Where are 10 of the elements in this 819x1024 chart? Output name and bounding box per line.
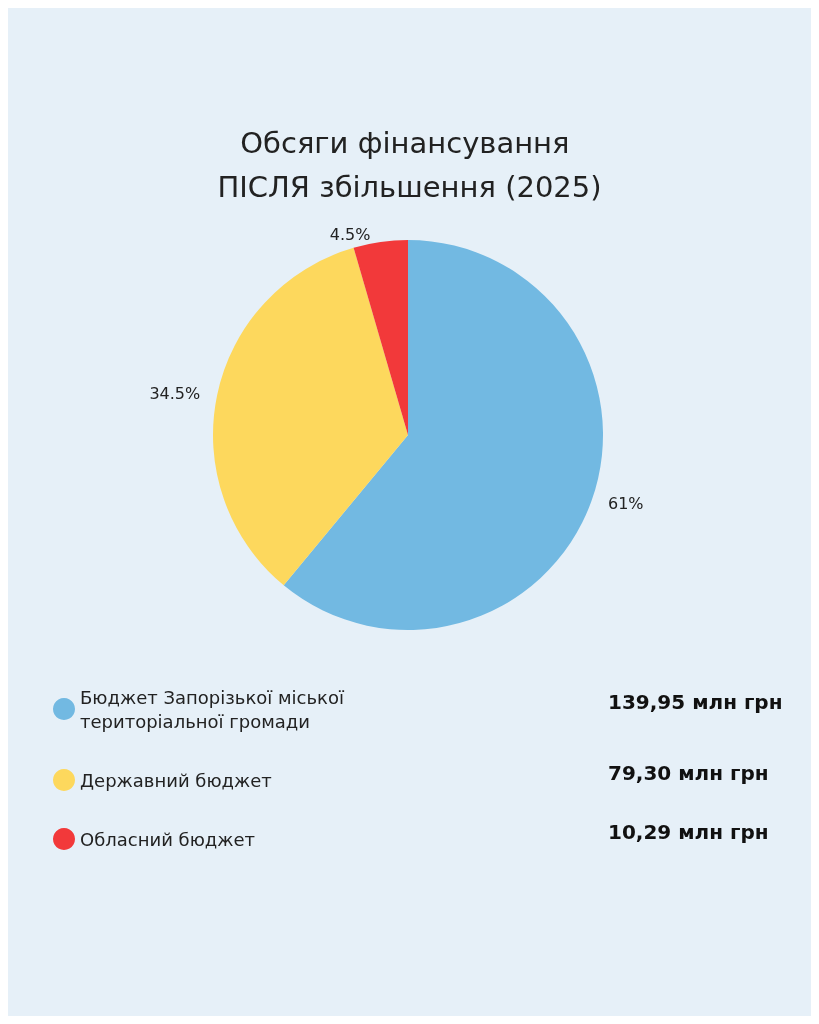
text: 139,95 млн грн	[608, 690, 783, 714]
legend-label: Обласний бюджет	[80, 828, 256, 850]
data-label: 4.5%	[329, 224, 371, 244]
text: 79,30 млн грн	[608, 761, 769, 785]
text: 10,29 млн грн	[608, 820, 769, 844]
chart-title: Обсяги фінансування ПІСЛЯ збільшення (2025)	[217, 126, 602, 204]
legend-label: Державний бюджет	[80, 769, 272, 791]
data-label: 34.5%	[149, 384, 201, 404]
legend-label: Бюджет Запорізької міської територіальної громади	[80, 686, 350, 732]
data-label: 61%	[608, 494, 644, 514]
